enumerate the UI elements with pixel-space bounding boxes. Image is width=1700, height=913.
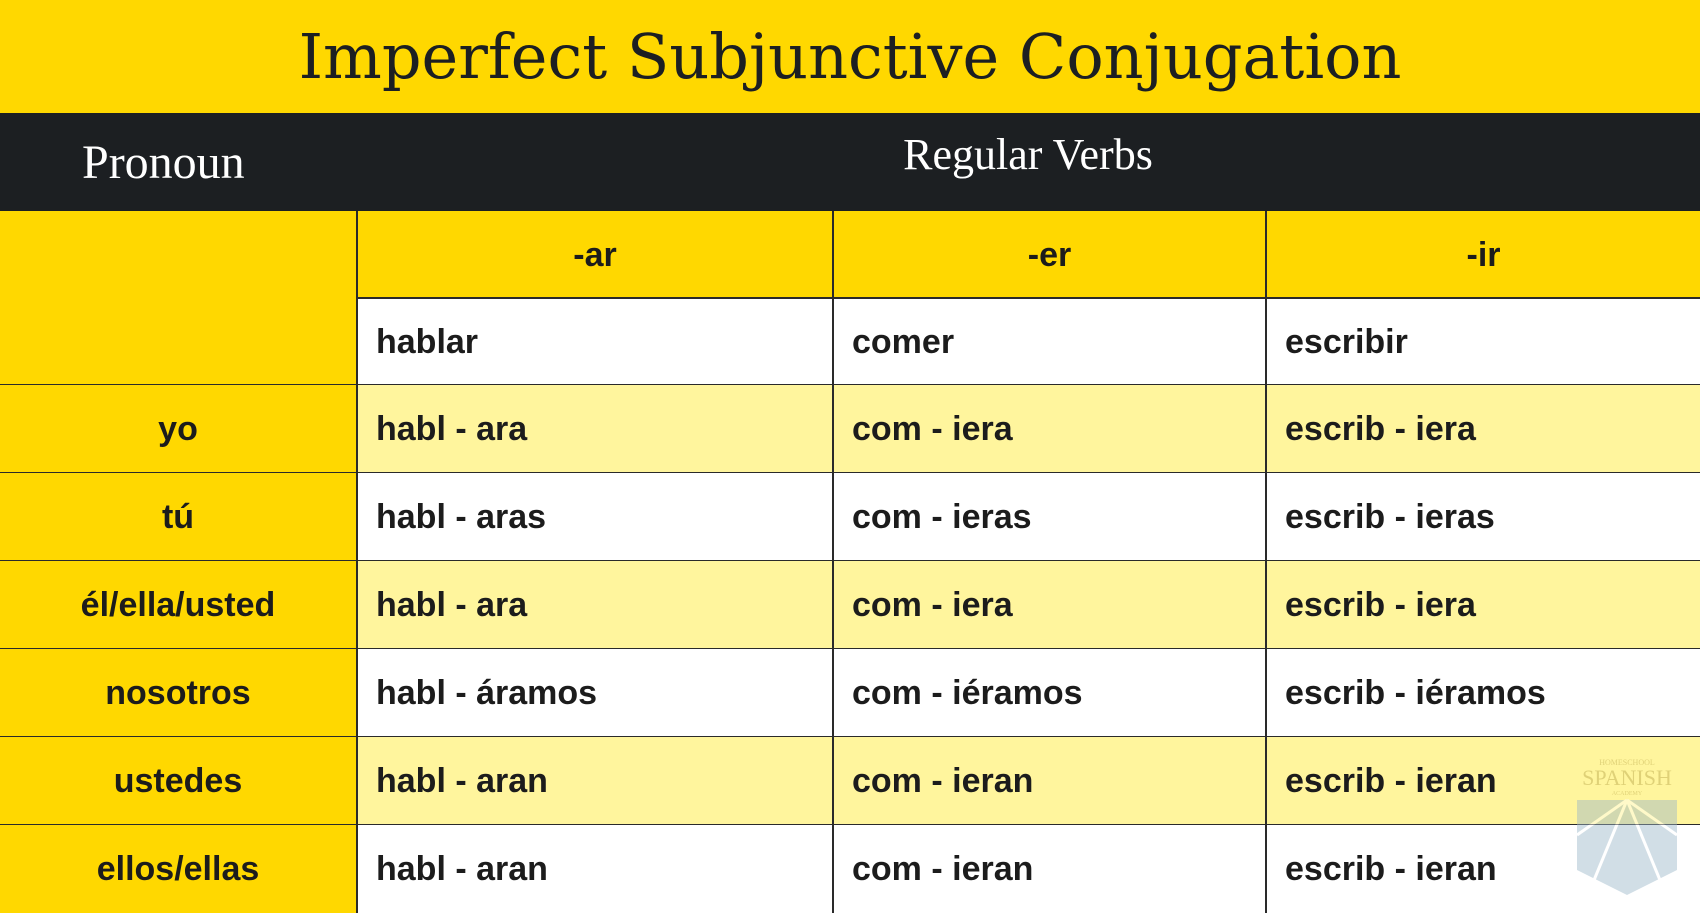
conjugation-cell: com - ieran <box>832 825 1265 913</box>
infinitive-row: hablar comer escribir <box>0 297 1700 386</box>
pronoun-cell: tú <box>0 473 356 561</box>
infinitive-cell: hablar <box>356 297 832 385</box>
ending-er: -er <box>832 211 1265 299</box>
infinitive-cell: comer <box>832 297 1265 385</box>
conjugation-cell: com - iéramos <box>832 649 1265 737</box>
conjugation-cell: escrib - iera <box>1265 561 1700 649</box>
page-title: Imperfect Subjunctive Conjugation <box>0 0 1700 113</box>
svg-text:SPANISH: SPANISH <box>1582 765 1672 790</box>
conjugation-cell: habl - ara <box>356 385 832 473</box>
table-row: nosotros habl - áramos com - iéramos escrib… <box>0 649 1700 738</box>
pronoun-cell: él/ella/usted <box>0 561 356 649</box>
pronoun-cell: ellos/ellas <box>0 825 356 913</box>
pronoun-cell: nosotros <box>0 649 356 737</box>
pronoun-header: Pronoun <box>82 136 245 189</box>
table-row: yo habl - ara com - iera escrib - iera <box>0 385 1700 474</box>
conjugation-cell: habl - aran <box>356 737 832 825</box>
conjugation-cell: escrib - ieran <box>1265 737 1700 825</box>
empty-cell <box>0 211 356 299</box>
conjugation-cell: habl - áramos <box>356 649 832 737</box>
svg-text:HOMESCHOOL: HOMESCHOOL <box>1599 758 1655 767</box>
conjugation-cell: escrib - ieran <box>1265 825 1700 913</box>
regular-verbs-header: Regular Verbs <box>903 130 1153 179</box>
conjugation-cell: habl - aran <box>356 825 832 913</box>
conjugation-cell: com - iera <box>832 385 1265 473</box>
ending-ar: -ar <box>356 211 832 299</box>
svg-text:ACADEMY: ACADEMY <box>1612 791 1643 797</box>
pronoun-cell: yo <box>0 385 356 473</box>
conjugation-cell: escrib - iera <box>1265 385 1700 473</box>
table-row: ellos/ellas habl - aran com - ieran escrib … <box>0 825 1700 913</box>
ending-ir: -ir <box>1265 211 1700 299</box>
conjugation-cell: habl - aras <box>356 473 832 561</box>
header-band: Pronoun Regular Verbs <box>0 113 1700 211</box>
empty-cell <box>0 297 356 385</box>
conjugation-cell: com - ieran <box>832 737 1265 825</box>
conjugation-cell: escrib - iéramos <box>1265 649 1700 737</box>
conjugation-cell: habl - ara <box>356 561 832 649</box>
pronoun-cell: ustedes <box>0 737 356 825</box>
endings-row: -ar -er -ir <box>0 211 1700 299</box>
table-row: tú habl - aras com - ieras escrib - ieras <box>0 473 1700 562</box>
homeschool-spanish-academy-logo: HOMESCHOOL SPANISH ACADEMY <box>1576 758 1678 895</box>
table-row: ustedes habl - aran com - ieran escrib - ie… <box>0 737 1700 826</box>
conjugation-cell: escrib - ieras <box>1265 473 1700 561</box>
table-row: él/ella/usted habl - ara com - iera escrib … <box>0 561 1700 650</box>
conjugation-cell: com - iera <box>832 561 1265 649</box>
infinitive-cell: escribir <box>1265 297 1700 385</box>
conjugation-cell: com - ieras <box>832 473 1265 561</box>
